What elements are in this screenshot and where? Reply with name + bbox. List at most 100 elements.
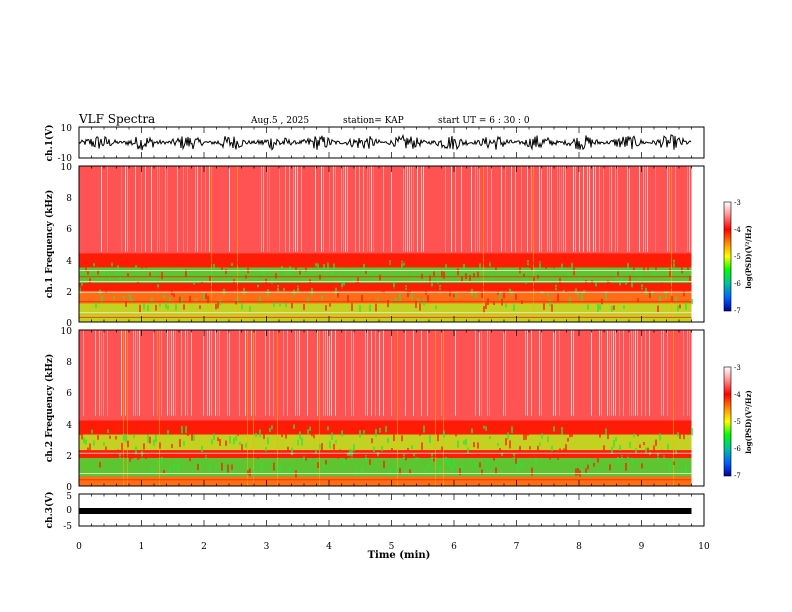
streak-light bbox=[103, 330, 104, 416]
streak-light bbox=[219, 330, 220, 416]
speckle bbox=[321, 443, 323, 451]
streak-light bbox=[639, 166, 640, 252]
speckle bbox=[149, 436, 151, 444]
speckle bbox=[673, 259, 675, 268]
speckle bbox=[371, 269, 373, 274]
streak-light bbox=[521, 166, 522, 252]
streak-light bbox=[589, 166, 590, 252]
speckle bbox=[681, 266, 683, 274]
speckle bbox=[653, 270, 655, 278]
speckle bbox=[529, 261, 531, 269]
speckle bbox=[217, 302, 219, 309]
streak-light bbox=[175, 330, 176, 416]
speckle bbox=[607, 280, 609, 287]
speckle bbox=[91, 429, 93, 434]
speckle bbox=[257, 284, 259, 289]
speckle bbox=[529, 446, 531, 450]
xtick-label-5: 5 bbox=[389, 542, 395, 552]
speckle bbox=[303, 304, 305, 311]
speckle bbox=[241, 444, 243, 450]
speckle bbox=[145, 264, 147, 269]
speckle bbox=[415, 457, 417, 462]
streak-light bbox=[95, 330, 96, 416]
speckle bbox=[109, 435, 111, 439]
streak-light bbox=[293, 166, 294, 252]
figure-title: VLF Spectra bbox=[78, 112, 155, 126]
streak-light bbox=[583, 166, 584, 252]
streak-light bbox=[611, 166, 612, 252]
speckle bbox=[95, 469, 97, 476]
speckle bbox=[307, 429, 309, 435]
streak-light bbox=[209, 166, 210, 252]
speckle bbox=[553, 261, 555, 269]
speckle bbox=[203, 293, 205, 300]
streak-light bbox=[121, 166, 122, 252]
streak-light bbox=[283, 330, 284, 416]
speckle bbox=[579, 277, 581, 282]
speckle bbox=[139, 452, 141, 459]
speckle bbox=[167, 305, 169, 310]
streak-light bbox=[633, 330, 634, 416]
speckle bbox=[181, 425, 183, 434]
speckle bbox=[625, 279, 627, 285]
streak-light bbox=[343, 166, 344, 252]
ch1-spectrogram-image bbox=[79, 166, 693, 322]
speckle bbox=[629, 441, 631, 448]
speckle bbox=[157, 284, 159, 289]
speckle bbox=[249, 306, 251, 312]
speckle bbox=[409, 287, 411, 294]
speckle bbox=[147, 305, 149, 312]
speckle bbox=[395, 297, 397, 302]
speckle bbox=[473, 442, 475, 448]
speckle bbox=[223, 465, 225, 474]
speckle bbox=[539, 261, 541, 268]
speckle bbox=[285, 303, 287, 307]
streak-light bbox=[559, 166, 560, 252]
streak-light bbox=[353, 330, 354, 416]
speckle bbox=[675, 296, 677, 302]
speckle bbox=[657, 305, 659, 313]
streak-light bbox=[269, 166, 270, 252]
streak-light bbox=[637, 330, 638, 416]
speckle bbox=[391, 448, 393, 456]
speckle bbox=[81, 282, 83, 286]
ch1-ytick-top: 10 bbox=[61, 124, 73, 134]
speckle bbox=[441, 446, 443, 451]
streak-light bbox=[489, 330, 490, 416]
streak-light bbox=[335, 330, 336, 416]
speckle bbox=[367, 269, 369, 274]
streak-light bbox=[185, 330, 186, 416]
speckle bbox=[451, 272, 453, 278]
speckle bbox=[355, 468, 357, 477]
speckle bbox=[461, 276, 463, 283]
speckle bbox=[617, 457, 619, 465]
streak-light bbox=[215, 330, 216, 416]
speckle bbox=[609, 464, 611, 471]
speckle bbox=[573, 267, 575, 276]
speckle bbox=[273, 462, 275, 471]
ch1-colorbar-scale bbox=[723, 201, 732, 312]
streak-bright bbox=[247, 330, 248, 486]
speckle bbox=[155, 434, 157, 443]
speckle bbox=[163, 294, 165, 299]
speckle bbox=[193, 435, 195, 441]
speckle bbox=[675, 449, 677, 454]
date-label: Aug.5 , 2025 bbox=[250, 116, 309, 126]
streak-bright bbox=[253, 330, 254, 486]
speckle bbox=[87, 271, 89, 275]
streak-light bbox=[547, 166, 548, 252]
speckle bbox=[107, 269, 109, 274]
speckle bbox=[201, 281, 203, 287]
speckle bbox=[685, 302, 687, 310]
streak-light bbox=[345, 330, 346, 416]
speckle bbox=[393, 280, 395, 289]
ch1-waveform-panel: 10 -10 ch.1(V) bbox=[44, 124, 705, 164]
speckle bbox=[687, 266, 689, 270]
ch1-spec-ytick-2: 2 bbox=[66, 288, 72, 298]
speckle bbox=[633, 267, 635, 271]
speckle bbox=[491, 451, 493, 458]
speckle bbox=[325, 305, 327, 311]
speckle bbox=[225, 268, 227, 274]
speckle bbox=[643, 442, 645, 446]
speckle bbox=[377, 451, 379, 457]
